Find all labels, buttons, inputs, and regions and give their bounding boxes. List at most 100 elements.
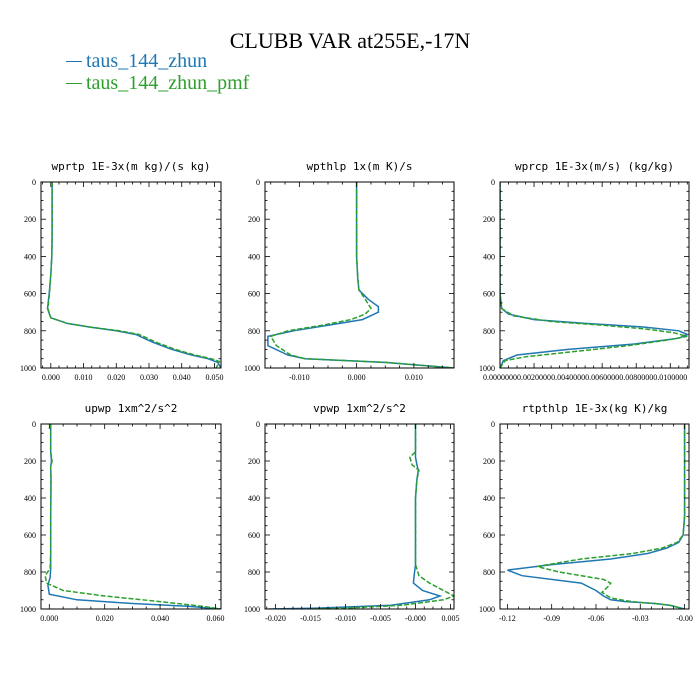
x-tick-label: -0.010 [289,373,310,382]
series-line [44,424,221,609]
panel-title: rtpthlp 1E-3x(kg K)/kg [522,402,668,415]
x-tick-label: 0.030 [140,373,158,382]
panel-title: upwp 1xm^2/s^2 [85,402,178,415]
series-line [507,424,686,609]
legend-label: taus_144_zhun [86,50,208,72]
y-tick-label: 200 [248,457,260,466]
plot-frame [499,423,690,610]
y-tick-label: 800 [483,327,495,336]
x-tick-label: -0.06 [588,614,605,623]
series-line [500,182,689,368]
x-tick-label: 0.060 [206,614,224,623]
x-tick-label: 0.040 [151,614,169,623]
y-tick-label: 800 [24,568,36,577]
plot-frame [264,423,455,610]
y-tick-label: 800 [24,327,36,336]
chart-panel: vpwp 1xm^2/s^2 0 200 400 600 800 1000 -0.020 -0.… [244,402,460,623]
chart-panel: wprcp 1E-3x(m/s) (kg/kg) 0 200 400 600 800 100… [479,160,690,382]
series-line [47,182,221,368]
x-tick-label: 0.010 [405,373,423,382]
series-line [47,424,221,609]
x-tick-label: 0.0000000 [483,373,517,382]
y-tick-label: 400 [483,494,495,503]
y-tick-label: 600 [24,290,36,299]
y-tick-label: 600 [24,531,36,540]
y-tick-label: 600 [483,531,495,540]
y-tick-label: 0 [256,420,260,429]
series-line [536,424,686,609]
chart-panel: wpthlp 1x(m K)/s 0 200 400 600 800 1000 -0.010 0… [244,160,455,382]
y-tick-label: 200 [24,457,36,466]
y-tick-label: 1000 [20,364,36,373]
x-tick-label: 0.000 [40,614,58,623]
legend-item: taus_144_zhun_pmf [66,72,249,94]
x-tick-label: -0.015 [300,614,321,623]
x-tick-label: 0.0060000 [585,373,619,382]
series-line [267,182,454,368]
legend-swatch [66,82,82,84]
y-tick-label: 1000 [479,364,495,373]
y-tick-label: 0 [256,178,260,187]
y-tick-label: 0 [32,420,36,429]
x-tick-label: 0.010 [75,373,93,382]
y-tick-label: 1000 [244,605,260,614]
panel-title: wpthlp 1x(m K)/s [307,160,413,173]
legend: taus_144_zhun taus_144_zhun_pmf [66,50,249,94]
x-tick-label: 0.050 [205,373,223,382]
y-tick-label: 400 [483,252,495,261]
x-tick-label: -0.00 [676,614,693,623]
x-tick-label: 0.0040000 [551,373,585,382]
legend-swatch [66,60,82,62]
x-tick-label: -0.03 [632,614,649,623]
series-line [310,424,454,609]
y-tick-label: 0 [32,178,36,187]
y-tick-label: 0 [491,420,495,429]
panel-title: wprtp 1E-3x(m kg)/(s kg) [52,160,211,173]
y-tick-label: 200 [483,215,495,224]
x-tick-label: 0.0080000 [619,373,653,382]
plot-frame [40,423,222,610]
y-tick-label: 600 [248,290,260,299]
x-tick-label: 0.0100000 [653,373,687,382]
y-tick-label: 600 [483,290,495,299]
y-tick-label: 800 [483,568,495,577]
legend-label: taus_144_zhun_pmf [86,72,250,94]
legend-item: taus_144_zhun [66,50,249,72]
panel-title: vpwp 1xm^2/s^2 [313,402,406,415]
plot-frame [40,181,222,369]
x-tick-label: 0.000 [348,373,366,382]
y-tick-label: 400 [24,252,36,261]
series-line [46,182,221,368]
x-tick-label: -0.09 [543,614,560,623]
series-line [269,182,454,368]
x-tick-label: 0.000 [42,373,60,382]
y-tick-label: 600 [248,531,260,540]
y-tick-label: 800 [248,568,260,577]
figure-title: CLUBB VAR at255E,-17N [229,28,471,53]
y-tick-label: 400 [24,494,36,503]
y-tick-label: 1000 [20,605,36,614]
y-tick-label: 400 [248,252,260,261]
x-tick-label: -0.010 [335,614,356,623]
x-tick-label: 0.040 [173,373,191,382]
panel-title: wprcp 1E-3x(m/s) (kg/kg) [515,160,674,173]
chart-panel: upwp 1xm^2/s^2 0 200 400 600 800 1000 0.000 0.02… [20,402,224,623]
x-tick-label: 0.005 [442,614,460,623]
x-tick-label: 0.020 [107,373,125,382]
x-tick-label: -0.020 [265,614,286,623]
x-tick-label: -0.000 [405,614,426,623]
x-tick-label: -0.005 [370,614,391,623]
y-tick-label: 200 [24,215,36,224]
y-tick-label: 800 [248,327,260,336]
x-tick-label: 0.020 [96,614,114,623]
chart-panel: wprtp 1E-3x(m kg)/(s kg) 0 200 400 600 800 100… [20,160,223,382]
y-tick-label: 200 [483,457,495,466]
x-tick-label: -0.12 [499,614,516,623]
series-line [500,182,688,368]
y-tick-label: 200 [248,215,260,224]
y-tick-label: 0 [491,178,495,187]
plot-frame [264,181,455,369]
y-tick-label: 1000 [244,364,260,373]
